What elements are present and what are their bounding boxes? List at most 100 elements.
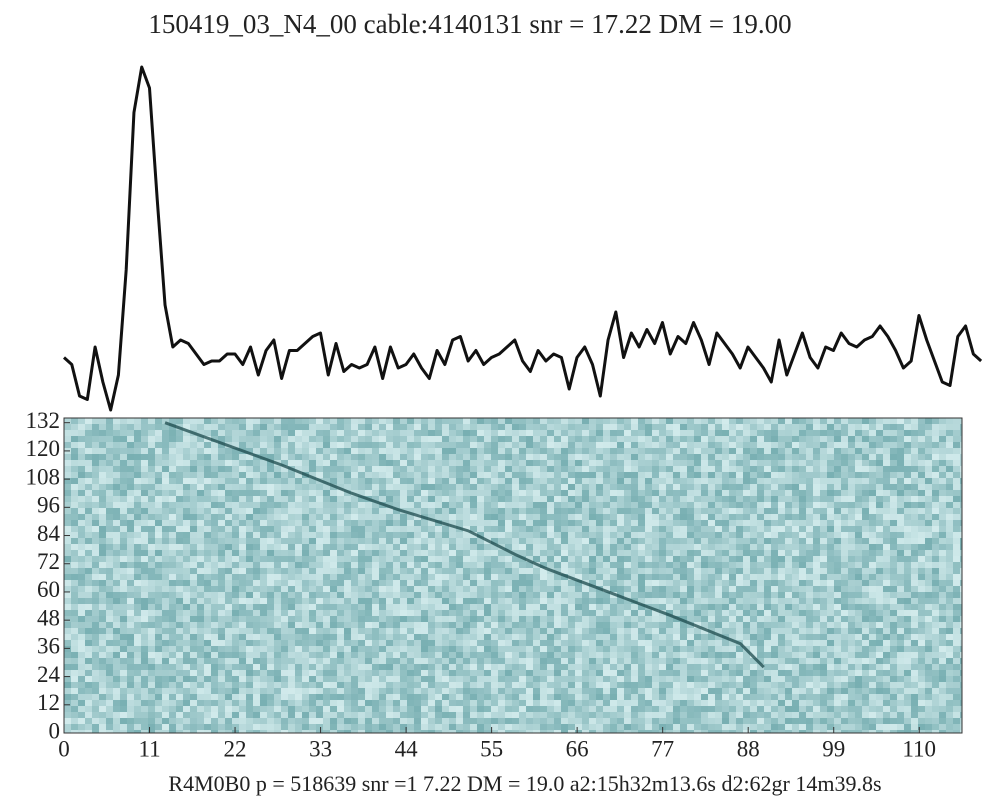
noise-cell	[953, 610, 960, 616]
noise-cell	[603, 538, 610, 544]
noise-cell	[204, 586, 211, 592]
noise-cell	[218, 520, 225, 526]
noise-cell	[519, 496, 526, 502]
noise-cell	[519, 418, 526, 424]
noise-cell	[652, 478, 659, 484]
noise-cell	[701, 562, 708, 568]
noise-cell	[743, 598, 750, 604]
noise-cell	[960, 622, 962, 628]
noise-cell	[211, 574, 218, 580]
noise-cell	[337, 616, 344, 622]
noise-cell	[288, 640, 295, 646]
noise-cell	[771, 508, 778, 514]
noise-cell	[309, 454, 316, 460]
noise-cell	[799, 592, 806, 598]
noise-cell	[407, 604, 414, 610]
noise-cell	[351, 466, 358, 472]
noise-cell	[946, 586, 953, 592]
noise-cell	[610, 430, 617, 436]
noise-cell	[820, 490, 827, 496]
noise-cell	[722, 562, 729, 568]
noise-cell	[407, 472, 414, 478]
noise-cell	[393, 472, 400, 478]
noise-cell	[127, 640, 134, 646]
noise-cell	[99, 610, 106, 616]
noise-cell	[603, 466, 610, 472]
noise-cell	[946, 538, 953, 544]
noise-cell	[589, 550, 596, 556]
noise-cell	[484, 472, 491, 478]
noise-cell	[71, 640, 78, 646]
noise-cell	[372, 490, 379, 496]
noise-cell	[505, 454, 512, 460]
noise-cell	[617, 616, 624, 622]
noise-cell	[883, 418, 890, 424]
noise-cell	[519, 514, 526, 520]
noise-cell	[337, 424, 344, 430]
noise-cell	[421, 604, 428, 610]
noise-cell	[330, 616, 337, 622]
noise-cell	[946, 478, 953, 484]
noise-cell	[624, 562, 631, 568]
noise-cell	[792, 526, 799, 532]
noise-cell	[526, 466, 533, 472]
noise-cell	[813, 478, 820, 484]
noise-cell	[848, 538, 855, 544]
noise-cell	[470, 598, 477, 604]
noise-cell	[722, 490, 729, 496]
noise-cell	[687, 466, 694, 472]
noise-cell	[141, 418, 148, 424]
noise-cell	[932, 502, 939, 508]
noise-cell	[372, 562, 379, 568]
noise-cell	[344, 502, 351, 508]
noise-cell	[267, 610, 274, 616]
noise-cell	[960, 502, 962, 508]
noise-cell	[771, 418, 778, 424]
noise-cell	[666, 418, 673, 424]
noise-cell	[267, 508, 274, 514]
noise-cell	[239, 610, 246, 616]
noise-cell	[414, 604, 421, 610]
noise-cell	[302, 592, 309, 598]
noise-cell	[365, 466, 372, 472]
noise-cell	[337, 430, 344, 436]
noise-cell	[449, 622, 456, 628]
noise-cell	[960, 448, 962, 454]
noise-cell	[533, 526, 540, 532]
noise-cell	[428, 580, 435, 586]
noise-cell	[764, 550, 771, 556]
noise-cell	[400, 646, 407, 652]
noise-cell	[414, 538, 421, 544]
noise-cell	[407, 574, 414, 580]
noise-cell	[281, 532, 288, 538]
noise-cell	[778, 526, 785, 532]
noise-cell	[428, 496, 435, 502]
noise-cell	[701, 418, 708, 424]
noise-cell	[246, 574, 253, 580]
noise-cell	[162, 442, 169, 448]
noise-cell	[792, 622, 799, 628]
noise-cell	[904, 484, 911, 490]
noise-cell	[176, 472, 183, 478]
noise-cell	[274, 526, 281, 532]
noise-cell	[750, 520, 757, 526]
noise-cell	[463, 532, 470, 538]
noise-cell	[92, 418, 99, 424]
noise-cell	[162, 622, 169, 628]
noise-cell	[316, 634, 323, 640]
noise-cell	[610, 598, 617, 604]
noise-cell	[470, 562, 477, 568]
noise-cell	[778, 586, 785, 592]
noise-cell	[344, 442, 351, 448]
noise-cell	[638, 460, 645, 466]
noise-cell	[624, 490, 631, 496]
noise-cell	[309, 430, 316, 436]
noise-cell	[421, 616, 428, 622]
noise-cell	[225, 496, 232, 502]
noise-cell	[281, 562, 288, 568]
noise-cell	[463, 436, 470, 442]
noise-cell	[204, 550, 211, 556]
noise-cell	[547, 424, 554, 430]
noise-cell	[337, 418, 344, 424]
noise-cell	[386, 544, 393, 550]
